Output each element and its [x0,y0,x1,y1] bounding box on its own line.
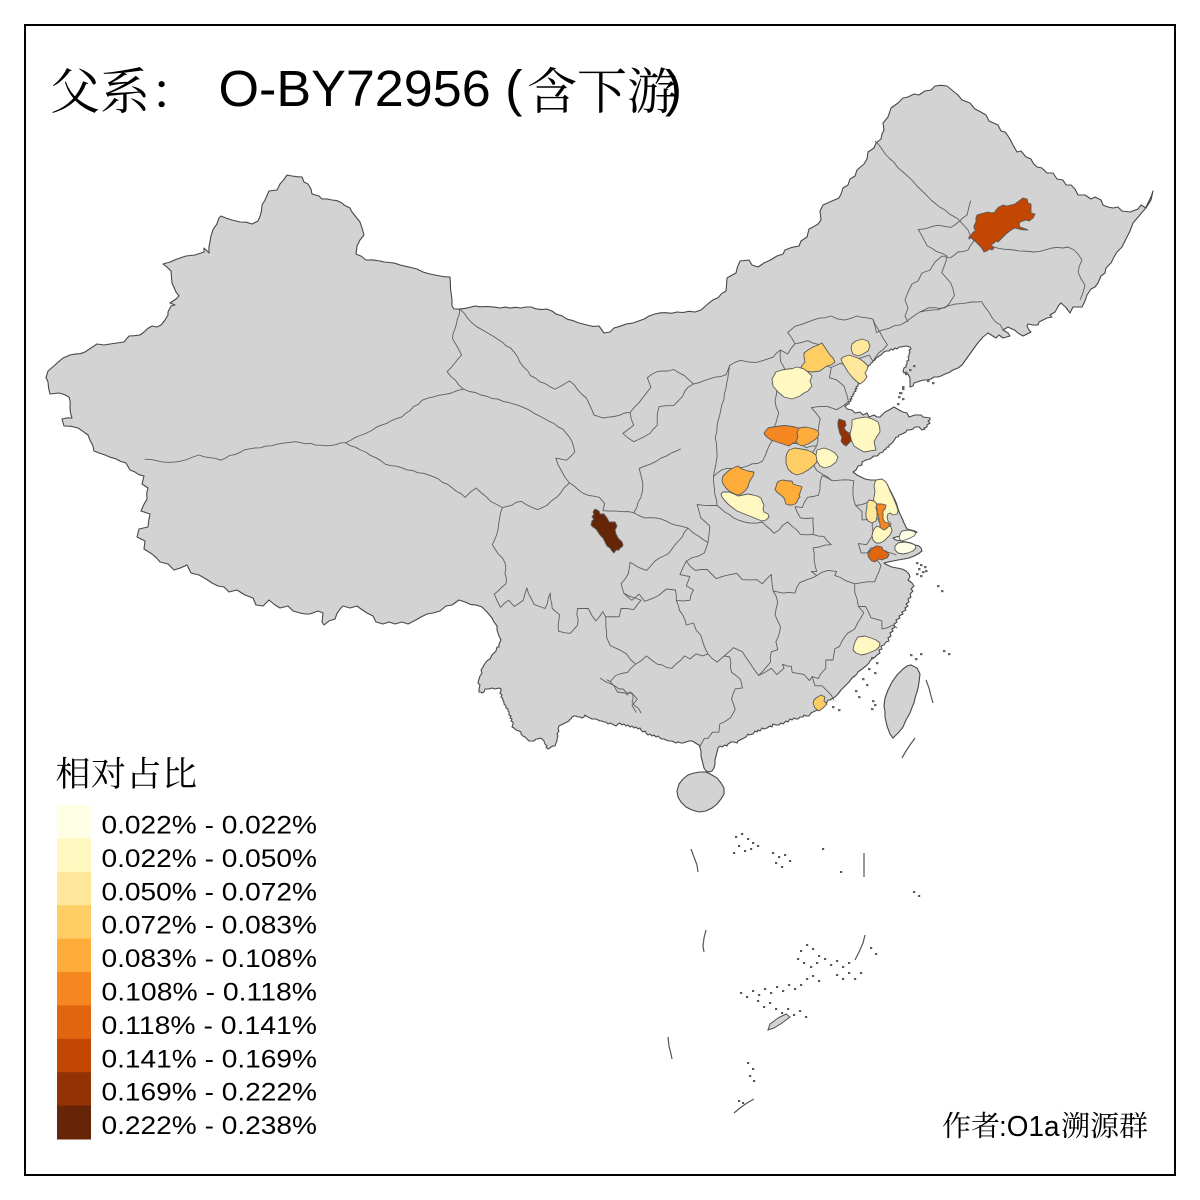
svg-text:O-BY72956 (: O-BY72956 ( [219,60,523,117]
svg-text:0.222% - 0.238%: 0.222% - 0.238% [102,1112,318,1140]
svg-text::O1a: :O1a [999,1111,1060,1143]
svg-text:0.072% - 0.083%: 0.072% - 0.083% [102,912,318,940]
svg-text:0.083% - 0.108%: 0.083% - 0.108% [102,945,318,973]
svg-text:0.022% - 0.050%: 0.022% - 0.050% [102,845,318,873]
svg-text:0.118% - 0.141%: 0.118% - 0.141% [102,1012,318,1040]
svg-text:0.050% - 0.072%: 0.050% - 0.072% [102,878,318,906]
svg-text:0.141% - 0.169%: 0.141% - 0.169% [102,1045,318,1073]
svg-text:0.169% - 0.222%: 0.169% - 0.222% [102,1079,318,1107]
svg-text:0.108% - 0.118%: 0.108% - 0.118% [102,979,318,1007]
svg-text:0.022% - 0.022%: 0.022% - 0.022% [102,812,318,840]
svg-text:): ) [665,60,682,117]
